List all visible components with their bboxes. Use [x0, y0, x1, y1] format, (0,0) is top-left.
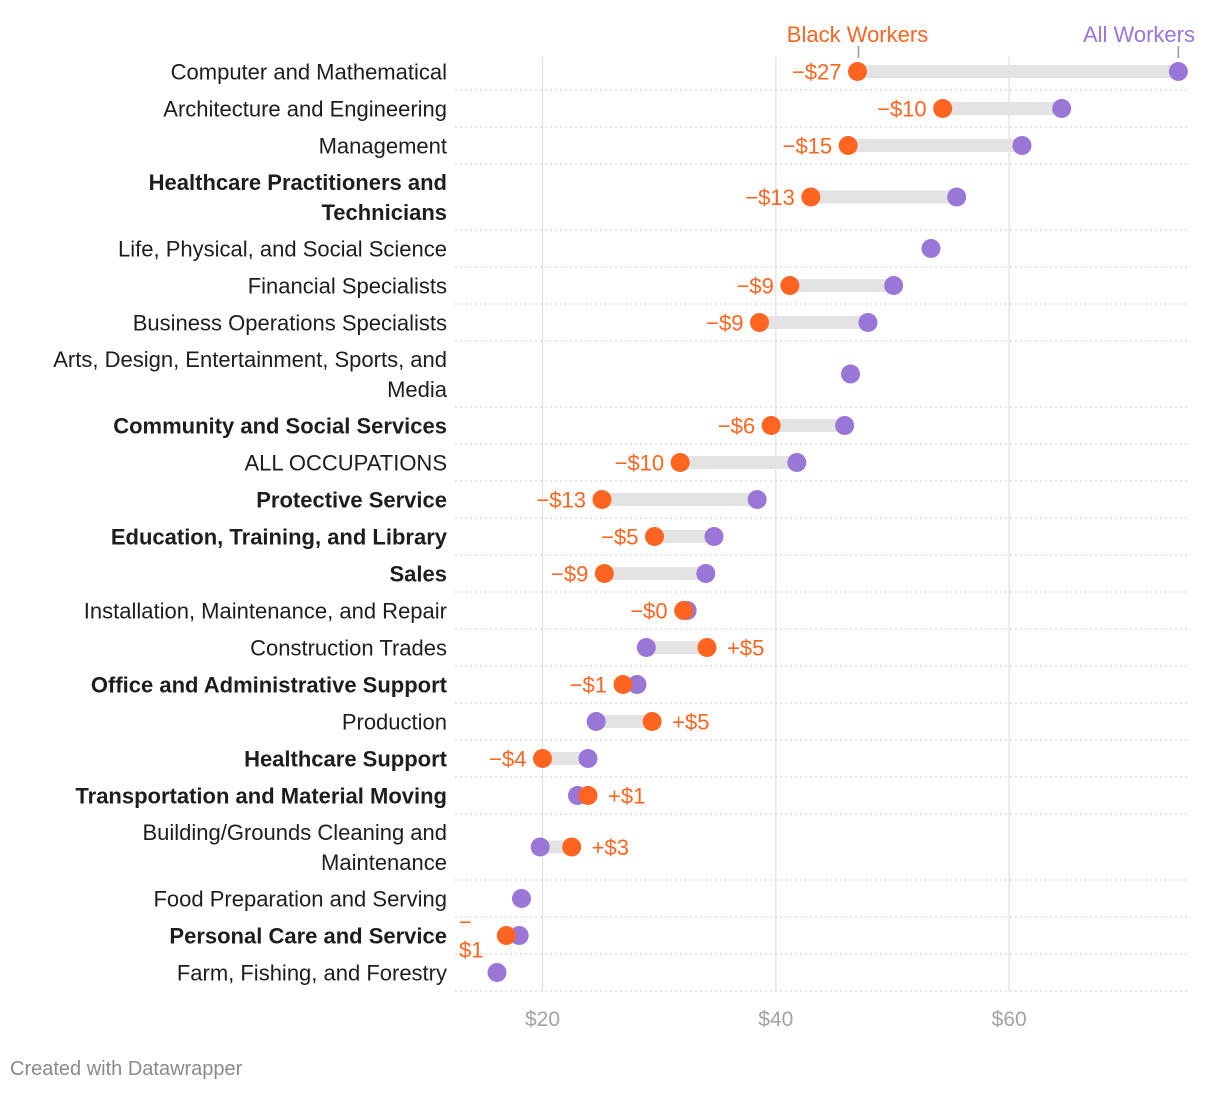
dot-black-workers [496, 926, 516, 945]
dot-black-workers [578, 786, 598, 805]
category-label: Management [319, 134, 447, 159]
dot-black-workers [750, 313, 769, 332]
legend-black-workers: Black Workers [787, 22, 928, 47]
dot-all-workers [947, 187, 967, 207]
footer-credit: Created with Datawrapper [10, 1058, 243, 1080]
x-tick-label: $20 [525, 1008, 560, 1031]
dot-all-workers [858, 313, 878, 332]
category-label: Personal Care and Service [169, 924, 447, 949]
difference-label: −$13 [745, 185, 795, 210]
dot-all-workers [586, 712, 606, 731]
category-label: Office and Administrative Support [91, 673, 448, 698]
difference-label: −$1 [570, 673, 607, 698]
category-label: Protective Service [256, 488, 447, 513]
dot-all-workers [884, 276, 904, 295]
dot-black-workers [780, 276, 800, 295]
difference-label: −$15 [783, 134, 833, 159]
category-label: Business Operations Specialists [133, 311, 447, 336]
dot-black-workers [592, 490, 612, 509]
legend: Black Workers All Workers [787, 22, 1195, 58]
dot-all-workers [1012, 136, 1032, 155]
dot-all-workers [704, 527, 724, 546]
category-label: Architecture and Engineering [163, 97, 447, 122]
category-label: Technicians [321, 200, 447, 225]
difference-label: −$9 [706, 311, 743, 336]
dot-all-workers [747, 490, 767, 509]
category-label: Food Preparation and Serving [153, 887, 447, 912]
dot-black-workers [533, 749, 552, 768]
dot-black-workers [645, 527, 664, 546]
dot-all-workers [841, 364, 860, 384]
dot-all-workers [696, 564, 716, 583]
dot-black-workers [801, 187, 821, 207]
dot-black-workers [642, 712, 662, 731]
difference-label: +$5 [727, 636, 764, 661]
difference-label: −$9 [737, 274, 774, 299]
dot-all-workers [512, 889, 531, 908]
dot-all-workers [1168, 62, 1188, 81]
difference-label: +$5 [672, 710, 709, 735]
dot-all-workers [636, 638, 656, 657]
x-tick-label: $40 [758, 1008, 793, 1031]
dot-black-workers [594, 564, 614, 583]
difference-label: − [459, 910, 472, 935]
dot-black-workers [848, 62, 867, 81]
difference-label: −$13 [536, 488, 586, 513]
dot-all-workers [921, 239, 941, 258]
difference-label: −$27 [792, 60, 842, 85]
dot-black-workers [933, 99, 953, 118]
dot-black-workers [562, 837, 582, 857]
category-label: Community and Social Services [113, 414, 447, 439]
difference-label: −$0 [630, 599, 667, 624]
dot-black-workers [761, 416, 781, 435]
difference-label: −$10 [615, 451, 665, 476]
dot-black-workers [670, 453, 690, 472]
difference-label: +$3 [592, 835, 629, 860]
category-label: Sales [390, 562, 448, 587]
x-axis: $20 $40 $60 [525, 1008, 1027, 1031]
dot-black-workers [838, 136, 858, 155]
category-label: Transportation and Material Moving [75, 784, 447, 809]
category-label: Financial Specialists [248, 274, 447, 299]
category-label: Life, Physical, and Social Science [118, 237, 447, 262]
category-label: Installation, Maintenance, and Repair [84, 599, 447, 624]
dot-all-workers [487, 963, 507, 982]
category-label: ALL OCCUPATIONS [244, 451, 447, 476]
dot-all-workers [787, 453, 807, 472]
category-label: Maintenance [321, 850, 447, 875]
category-label: Building/Grounds Cleaning and [142, 820, 447, 845]
dot-all-workers [530, 837, 550, 857]
legend-all-workers: All Workers [1083, 22, 1195, 47]
category-label: Production [342, 710, 447, 735]
difference-label: +$1 [608, 784, 645, 809]
category-label: Construction Trades [250, 636, 447, 661]
category-rows: Computer and Mathematical −$27 Architectur… [53, 60, 1190, 992]
category-label: Healthcare Practitioners and [149, 170, 447, 195]
gridlines [541, 57, 1010, 991]
category-label: Media [387, 377, 448, 402]
dot-all-workers [835, 416, 855, 435]
x-tick-label: $60 [992, 1008, 1027, 1031]
difference-label: −$4 [489, 747, 526, 772]
dot-black-workers [674, 601, 694, 620]
dot-all-workers [578, 749, 598, 768]
difference-label: −$10 [877, 97, 927, 122]
dot-black-workers [697, 638, 717, 657]
category-label: Healthcare Support [244, 747, 448, 772]
difference-label: −$9 [551, 562, 588, 587]
dot-all-workers [627, 675, 647, 694]
category-label: Farm, Fishing, and Forestry [177, 961, 447, 986]
category-label: Education, Training, and Library [111, 525, 448, 550]
dot-black-workers [613, 675, 633, 694]
category-label: Computer and Mathematical [171, 60, 447, 85]
difference-label: $1 [459, 938, 483, 963]
difference-label: −$6 [718, 414, 755, 439]
dot-all-workers [1052, 99, 1072, 118]
category-label: Arts, Design, Entertainment, Sports, and [53, 347, 447, 372]
difference-label: −$5 [601, 525, 638, 550]
